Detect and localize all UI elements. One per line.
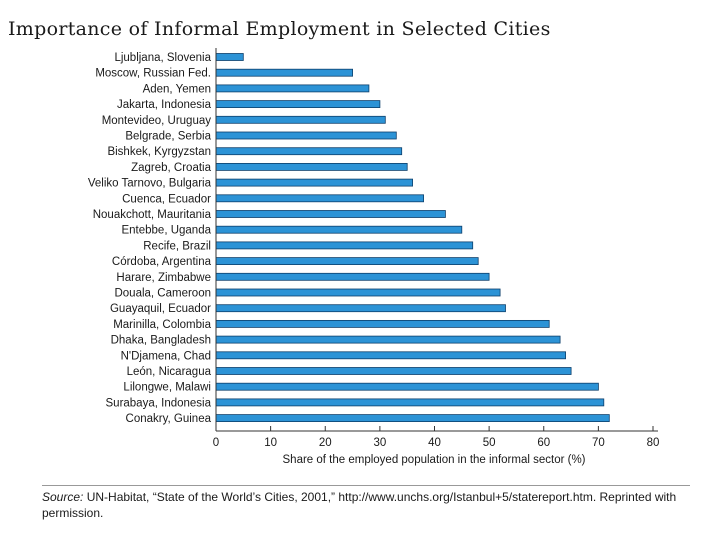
bar-5: [215, 131, 397, 140]
category-label-18: Dhaka, Bangladesh: [111, 335, 211, 347]
category-labels: Ljubljana, Slovenia Moscow, Russian Fed. A…: [88, 52, 212, 425]
x-tick-label-6: 60: [537, 437, 550, 449]
category-label-12: Recife, Brazil: [143, 240, 211, 252]
bar-1: [215, 68, 354, 77]
bar-13: [215, 257, 479, 266]
x-tick-label-2: 20: [319, 437, 332, 449]
category-label-20: León, Nicaragua: [127, 366, 212, 378]
bar-15: [215, 288, 501, 297]
bar-0: [215, 53, 244, 61]
bar-19: [215, 351, 567, 360]
category-label-8: Veliko Tarnovo, Bulgaria: [88, 178, 212, 190]
x-tick-label-5: 50: [483, 437, 496, 449]
bar-22: [215, 398, 605, 407]
category-label-11: Entebbe, Uganda: [121, 225, 211, 237]
x-tick-label-7: 70: [592, 437, 605, 449]
bar-20: [215, 367, 572, 375]
bar-17: [215, 319, 550, 328]
bar-6: [215, 147, 403, 156]
bar-4: [215, 115, 386, 124]
category-label-6: Bishkek, Kyrgyzstan: [107, 146, 211, 158]
category-label-5: Belgrade, Serbia: [125, 131, 211, 143]
x-axis-title: Share of the employed population in the …: [283, 454, 586, 466]
x-tick-label-0: 0: [213, 437, 219, 449]
category-label-19: N'Djamena, Chad: [121, 350, 211, 362]
category-label-1: Moscow, Russian Fed.: [95, 68, 211, 80]
x-tick-label-8: 80: [647, 437, 660, 449]
category-label-10: Nouakchott, Mauritania: [93, 209, 212, 221]
x-tick-label-1: 10: [264, 437, 277, 449]
category-label-21: Lilongwe, Malawi: [123, 382, 211, 394]
category-label-2: Aden, Yemen: [143, 83, 211, 95]
source-note: Source: UN-Habitat, “State of the World’…: [42, 489, 702, 521]
category-label-7: Zagreb, Croatia: [131, 162, 212, 174]
source-label: Source:: [42, 490, 84, 504]
bar-23: [215, 414, 610, 423]
category-label-23: Conakry, Guinea: [126, 413, 212, 425]
category-label-15: Douala, Cameroon: [114, 288, 211, 300]
bar-7: [215, 162, 408, 171]
bar-11: [215, 225, 463, 234]
source-text: UN-Habitat, “State of the World’s Cities…: [42, 490, 677, 520]
bar-3: [215, 100, 381, 108]
category-label-14: Harare, Zimbabwe: [116, 272, 211, 284]
x-tick-label-4: 40: [428, 437, 441, 449]
bar-9: [215, 194, 425, 203]
bar-18: [215, 335, 561, 344]
category-label-0: Ljubljana, Slovenia: [114, 52, 211, 64]
bar-10: [215, 210, 446, 218]
informal-employment-bar-chart: Ljubljana, Slovenia Moscow, Russian Fed. A…: [88, 48, 660, 466]
category-label-9: Cuenca, Ecuador: [122, 193, 211, 205]
slide-title: Importance of Informal Employment in Sel…: [8, 18, 551, 40]
category-label-4: Montevideo, Uruguay: [102, 115, 212, 127]
bar-21: [215, 382, 599, 391]
category-label-16: Guayaquil, Ecuador: [110, 303, 211, 315]
category-label-3: Jakarta, Indonesia: [117, 99, 212, 111]
bars-layer: [215, 53, 610, 423]
x-axis: 0 10 20 30 40 50 60 70 80: [213, 48, 660, 449]
bar-12: [215, 241, 474, 250]
source-divider: [42, 485, 690, 486]
bar-8: [215, 178, 414, 187]
bar-14: [215, 272, 490, 281]
bar-16: [215, 304, 506, 313]
bar-2: [215, 84, 370, 93]
category-label-22: Surabaya, Indonesia: [106, 397, 212, 409]
category-label-17: Marinilla, Colombia: [113, 319, 211, 331]
category-label-13: Córdoba, Argentina: [112, 256, 212, 268]
x-tick-label-3: 30: [373, 437, 386, 449]
